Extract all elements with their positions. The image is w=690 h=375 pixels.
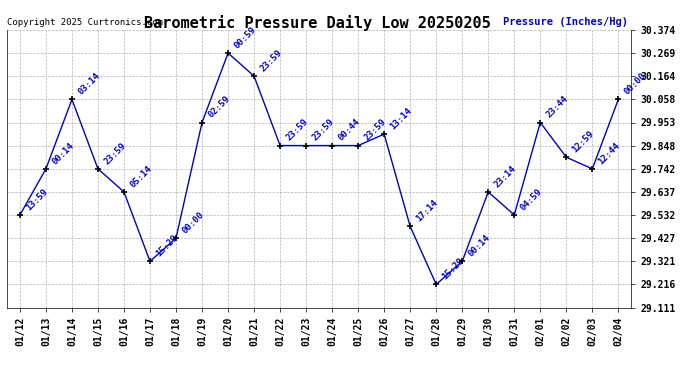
Text: Barometric Pressure Daily Low 20250205: Barometric Pressure Daily Low 20250205 [144,15,491,31]
Text: Copyright 2025 Curtronics.com: Copyright 2025 Curtronics.com [7,18,163,27]
Text: 05:14: 05:14 [128,164,153,189]
Text: 23:59: 23:59 [362,117,388,143]
Text: 00:14: 00:14 [50,141,75,166]
Text: 23:59: 23:59 [310,117,335,143]
Text: Pressure (Inches/Hg): Pressure (Inches/Hg) [503,17,628,27]
Text: 12:59: 12:59 [571,129,596,154]
Text: 04:59: 04:59 [518,187,544,212]
Text: 23:59: 23:59 [258,48,284,74]
Text: 12:44: 12:44 [596,141,622,166]
Text: 15:29: 15:29 [440,256,466,282]
Text: 13:14: 13:14 [388,106,414,131]
Text: 17:14: 17:14 [415,198,440,223]
Text: 00:44: 00:44 [336,117,362,143]
Text: 02:59: 02:59 [206,94,232,120]
Text: 00:00: 00:00 [622,71,648,97]
Text: 13:59: 13:59 [24,187,50,212]
Text: 00:59: 00:59 [233,25,257,50]
Text: 15:29: 15:29 [154,233,179,259]
Text: 23:59: 23:59 [102,141,128,166]
Text: 00:00: 00:00 [180,210,206,235]
Text: 00:14: 00:14 [466,233,492,259]
Text: 23:14: 23:14 [493,164,518,189]
Text: 03:14: 03:14 [76,71,101,97]
Text: 23:44: 23:44 [544,94,570,120]
Text: 23:59: 23:59 [284,117,310,143]
